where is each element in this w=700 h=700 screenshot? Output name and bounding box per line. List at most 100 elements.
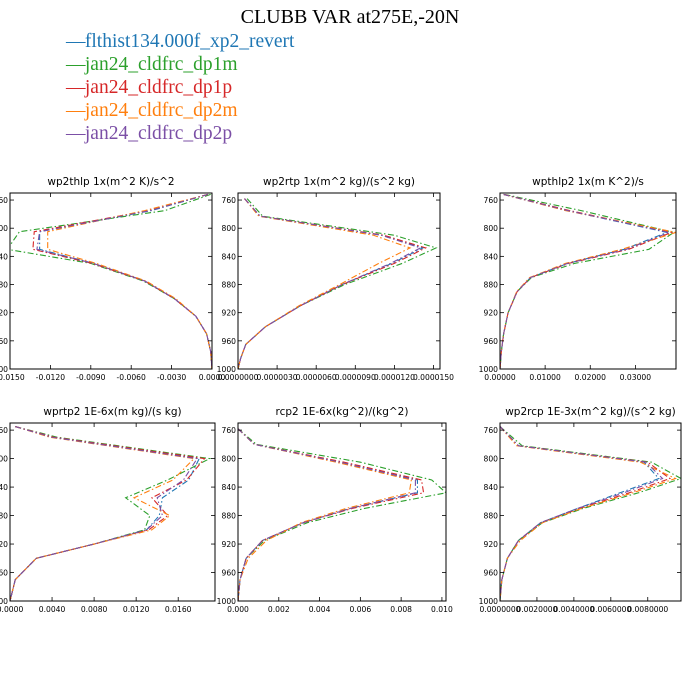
series-line	[500, 193, 676, 369]
y-tick-label: 800	[484, 455, 499, 464]
x-tick-label: 0.004	[309, 605, 331, 614]
x-tick-label: 0.0040	[39, 605, 66, 614]
x-tick-label: 0.0160	[165, 605, 192, 614]
y-tick-label: 760	[484, 196, 499, 205]
legend-entry: — jan24_cldfrc_dp1p	[66, 76, 294, 99]
chart-panel: wprtp2 1E-6x(m kg)/(s kg) 760 800 840 880 920…	[0, 406, 216, 614]
series-line	[238, 198, 425, 369]
y-tick-label: 880	[484, 281, 499, 290]
series-line	[36, 193, 212, 369]
y-tick-label: 920	[0, 540, 8, 549]
legend-entry: — jan24_cldfrc_dp1m	[66, 53, 294, 76]
x-tick-label: 0.0000120	[374, 373, 415, 382]
series-line	[10, 426, 201, 601]
y-tick-label: 760	[222, 196, 237, 205]
x-tick-label: 0.0020000	[516, 605, 557, 614]
y-tick-label: 800	[0, 224, 8, 233]
y-tick-label: 1000	[217, 365, 236, 374]
series-line	[500, 426, 681, 601]
legend-label: jan24_cldfrc_dp2m	[84, 100, 238, 121]
panel-title: wpthlp2 1x(m K^2)/s	[532, 176, 644, 188]
legend-label: jan24_cldfrc_dp1p	[84, 77, 233, 98]
y-tick-label: 840	[222, 252, 237, 261]
series-line	[500, 193, 676, 369]
y-tick-label: 840	[484, 483, 499, 492]
chart-panel: rcp2 1E-6x(kg^2)/(kg^2) 760 800 840 880 920 96…	[217, 406, 453, 614]
y-tick-label: 1000	[217, 597, 236, 606]
x-tick-label: 0.0040000	[553, 605, 594, 614]
page-title: CLUBB VAR at275E,-20N	[240, 6, 460, 28]
y-tick-label: 920	[484, 540, 499, 549]
x-tick-label: -0.0150	[0, 373, 25, 382]
y-tick-label: 880	[222, 281, 237, 290]
y-tick-label: 1000	[479, 597, 498, 606]
x-tick-label: 0.000	[227, 605, 249, 614]
y-tick-label: 800	[222, 224, 237, 233]
panel-title: wp2rcp 1E-3x(m^2 kg)/(s^2 kg)	[505, 406, 676, 418]
x-tick-label: 0.010	[431, 605, 453, 614]
chart-panel: wp2rtp 1x(m^2 kg)/(s^2 kg) 760 800 840 880 92…	[217, 176, 455, 382]
series-line	[238, 198, 428, 369]
x-tick-label: 0.0000060	[296, 373, 337, 382]
x-tick-label: 0.008	[390, 605, 412, 614]
y-tick-label: 960	[222, 569, 237, 578]
y-tick-label: 840	[0, 483, 8, 492]
y-tick-label: 760	[0, 196, 8, 205]
series-line	[39, 193, 212, 369]
plot-frame	[237, 192, 441, 370]
series-line	[500, 193, 672, 369]
x-tick-label: 0.002	[268, 605, 290, 614]
y-tick-label: 920	[222, 540, 237, 549]
y-tick-label: 1000	[479, 365, 498, 374]
series-line	[500, 426, 677, 601]
plot-frame	[9, 422, 216, 602]
series-line	[10, 426, 212, 601]
panel-title: wp2rtp 1x(m^2 kg)/(s^2 kg)	[263, 176, 415, 188]
x-tick-label: 0.0000	[0, 605, 23, 614]
legend-label: jan24_cldfrc_dp1m	[84, 54, 238, 75]
x-tick-label: 0.0120	[123, 605, 150, 614]
x-tick-label: 0.02000	[575, 373, 607, 382]
x-tick-label: 0.0080	[81, 605, 108, 614]
y-tick-label: 1000	[0, 597, 8, 606]
x-tick-label: 0.0000	[199, 373, 226, 382]
panel-title: wprtp2 1E-6x(m kg)/(s kg)	[43, 406, 181, 418]
y-tick-label: 960	[0, 337, 8, 346]
y-tick-label: 840	[0, 252, 8, 261]
series-line	[47, 193, 212, 369]
legend-entry: — flthist134.000f_xp2_revert	[66, 30, 294, 53]
plot-frame	[499, 422, 682, 602]
y-tick-label: 920	[0, 309, 8, 318]
series-line	[238, 428, 412, 601]
series-line	[500, 193, 674, 369]
y-tick-label: 880	[484, 512, 499, 521]
y-tick-label: 960	[484, 337, 499, 346]
y-tick-label: 920	[222, 309, 237, 318]
series-line	[500, 426, 672, 601]
y-tick-label: 800	[222, 455, 237, 464]
x-tick-label: -0.0030	[157, 373, 186, 382]
y-tick-label: 800	[0, 455, 8, 464]
y-tick-label: 880	[0, 512, 8, 521]
x-tick-label: 0.00000	[484, 373, 516, 382]
panel-title: rcp2 1E-6x(kg^2)/(kg^2)	[276, 406, 409, 418]
series-line	[238, 428, 416, 601]
panel-title: wp2thlp 1x(m^2 K)/s^2	[47, 176, 174, 188]
x-tick-label: 0.0000030	[257, 373, 298, 382]
x-tick-label: 0.03000	[620, 373, 652, 382]
x-tick-label: 0.006	[349, 605, 371, 614]
x-tick-label: -0.0120	[36, 373, 65, 382]
x-tick-label: -0.0090	[76, 373, 105, 382]
y-tick-label: 840	[484, 252, 499, 261]
legend-label: jan24_cldfrc_dp2p	[84, 123, 233, 144]
series-line	[10, 426, 199, 601]
series-line	[32, 193, 212, 369]
x-tick-label: 0.0080000	[627, 605, 668, 614]
legend-label: flthist134.000f_xp2_revert	[84, 31, 295, 52]
legend-entry: — jan24_cldfrc_dp2m	[66, 99, 294, 122]
series-line	[500, 426, 664, 601]
x-tick-label: 0.0000090	[335, 373, 376, 382]
y-tick-label: 760	[484, 426, 499, 435]
x-tick-label: 0.01000	[529, 373, 561, 382]
